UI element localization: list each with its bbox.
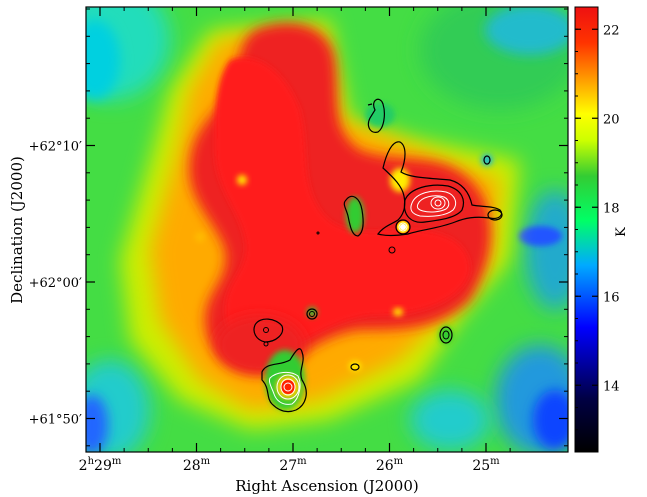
contour-lines	[253, 98, 503, 413]
colorbar-ticks: 14 16 18 20 22	[575, 6, 620, 431]
y-tick-label: +62°00′	[29, 276, 82, 291]
x-axis-label: Right Ascension (J2000)	[235, 477, 418, 495]
plot-frame	[85, 6, 569, 453]
x-tick-label: 25m	[472, 456, 500, 474]
colorbar-tick-label: 18	[603, 201, 620, 216]
x-tick-label: 27m	[279, 456, 307, 474]
x-tick-label: 2h29m	[79, 456, 122, 474]
intensity-map	[86, 7, 568, 452]
colorbar-tick-label: 20	[603, 112, 620, 127]
colorbar-tick-label: 22	[603, 23, 620, 38]
y-axis-label: Declination (J2000)	[8, 156, 26, 304]
y-axis: +62°10′ +62°00′ +61°50′	[29, 140, 568, 428]
y-tick-label: +61°50′	[29, 413, 82, 428]
colorbar-label: K	[614, 227, 629, 237]
colorbar-tick-label: 16	[603, 290, 620, 305]
x-tick-label: 28m	[183, 456, 211, 474]
colorbar-tick-label: 14	[603, 379, 620, 394]
y-tick-label: +62°10′	[29, 140, 82, 155]
x-tick-label: 26m	[376, 456, 404, 474]
x-axis: 2h29m 28m 27m 26m 25m	[79, 7, 500, 474]
